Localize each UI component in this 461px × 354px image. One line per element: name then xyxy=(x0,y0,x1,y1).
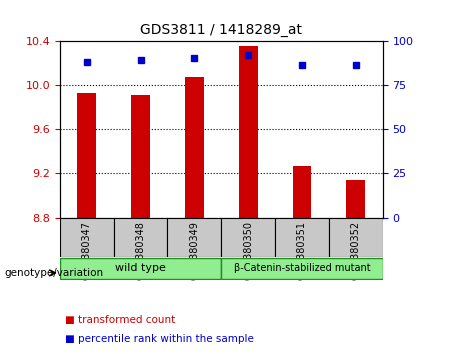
Text: GSM380347: GSM380347 xyxy=(82,221,92,280)
Bar xyxy=(329,218,383,257)
Text: GSM380352: GSM380352 xyxy=(351,221,361,280)
Text: β-Catenin-stabilized mutant: β-Catenin-stabilized mutant xyxy=(234,263,370,273)
Text: ■ transformed count: ■ transformed count xyxy=(65,315,175,325)
Bar xyxy=(131,95,150,218)
Text: GSM380350: GSM380350 xyxy=(243,221,253,280)
Bar xyxy=(60,258,221,279)
Bar xyxy=(167,218,221,257)
Text: wild type: wild type xyxy=(115,263,166,273)
Bar xyxy=(185,77,204,218)
Bar xyxy=(60,218,114,257)
Bar xyxy=(239,46,258,218)
Bar xyxy=(346,180,365,218)
Bar xyxy=(275,218,329,257)
Text: GSM380348: GSM380348 xyxy=(136,221,146,280)
Text: ■ percentile rank within the sample: ■ percentile rank within the sample xyxy=(65,334,254,344)
Text: GSM380351: GSM380351 xyxy=(297,221,307,280)
Bar xyxy=(221,258,383,279)
Bar xyxy=(221,218,275,257)
Bar xyxy=(293,166,311,218)
Title: GDS3811 / 1418289_at: GDS3811 / 1418289_at xyxy=(140,23,302,37)
Text: GSM380349: GSM380349 xyxy=(189,221,200,280)
Bar xyxy=(114,218,167,257)
Bar xyxy=(77,93,96,218)
Text: genotype/variation: genotype/variation xyxy=(5,268,104,278)
